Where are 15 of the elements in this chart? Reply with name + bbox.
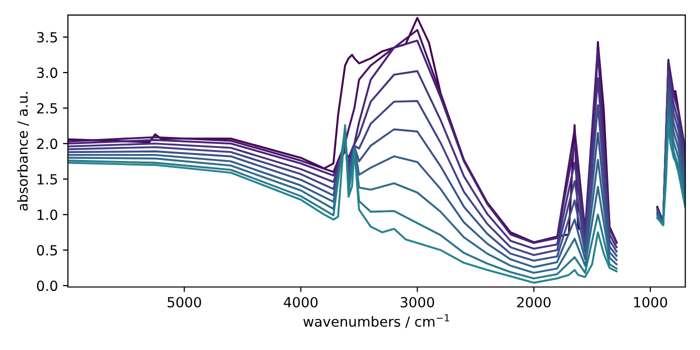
- y-tick-label: 3.0: [37, 68, 58, 78]
- y-tick-label: 1.0: [38, 210, 58, 220]
- y-tick-label: 2.0: [37, 138, 58, 150]
- y-tick-label: 0.0: [37, 280, 58, 292]
- x-tick-label: 4000: [284, 296, 318, 308]
- x-tick-label: 5000: [168, 296, 202, 308]
- y-axis-title: absorbance / a.u.: [17, 92, 29, 211]
- x-axis-title: wavenumbers / cm$^{−1}$: [303, 314, 450, 328]
- y-tick-label: 1.5: [38, 174, 57, 185]
- x-tick-label: 1000: [634, 296, 668, 308]
- y-tick-label: 2.5: [37, 103, 57, 114]
- y-tick-label: 3.5: [37, 32, 57, 43]
- y-tick-label: 0.5: [37, 245, 57, 256]
- x-tick-label: 3000: [400, 296, 434, 308]
- x-tick-label: 2000: [517, 296, 551, 308]
